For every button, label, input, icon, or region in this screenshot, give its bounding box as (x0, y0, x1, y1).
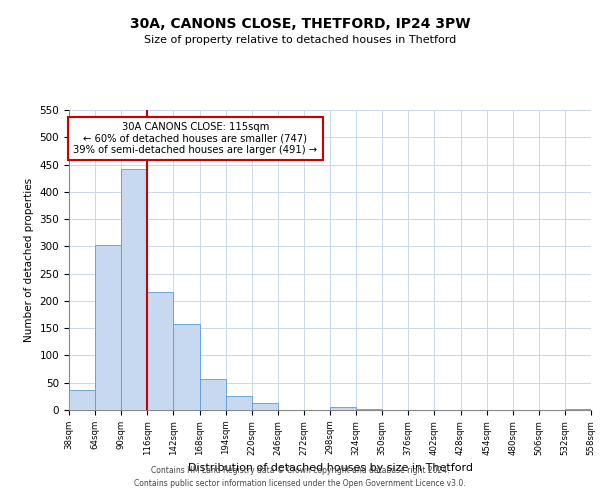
Bar (69, 390, 95, 410)
Bar (148, 292, 173, 410)
Bar (199, 379, 226, 410)
Text: Size of property relative to detached houses in Thetford: Size of property relative to detached ho… (144, 35, 456, 45)
Bar (173, 324, 199, 410)
Bar (252, 404, 278, 410)
Bar (565, 409, 591, 410)
Bar (121, 169, 148, 410)
Text: Contains HM Land Registry data © Crown copyright and database right 2024.
Contai: Contains HM Land Registry data © Crown c… (134, 466, 466, 487)
Y-axis label: Number of detached properties: Number of detached properties (24, 178, 34, 342)
Bar (95, 244, 121, 410)
Text: 30A CANONS CLOSE: 115sqm
← 60% of detached houses are smaller (747)
39% of semi-: 30A CANONS CLOSE: 115sqm ← 60% of detach… (73, 122, 317, 155)
Bar (330, 408, 356, 410)
Text: 30A, CANONS CLOSE, THETFORD, IP24 3PW: 30A, CANONS CLOSE, THETFORD, IP24 3PW (130, 18, 470, 32)
Bar (226, 396, 252, 410)
X-axis label: Distribution of detached houses by size in Thetford: Distribution of detached houses by size … (187, 463, 473, 473)
